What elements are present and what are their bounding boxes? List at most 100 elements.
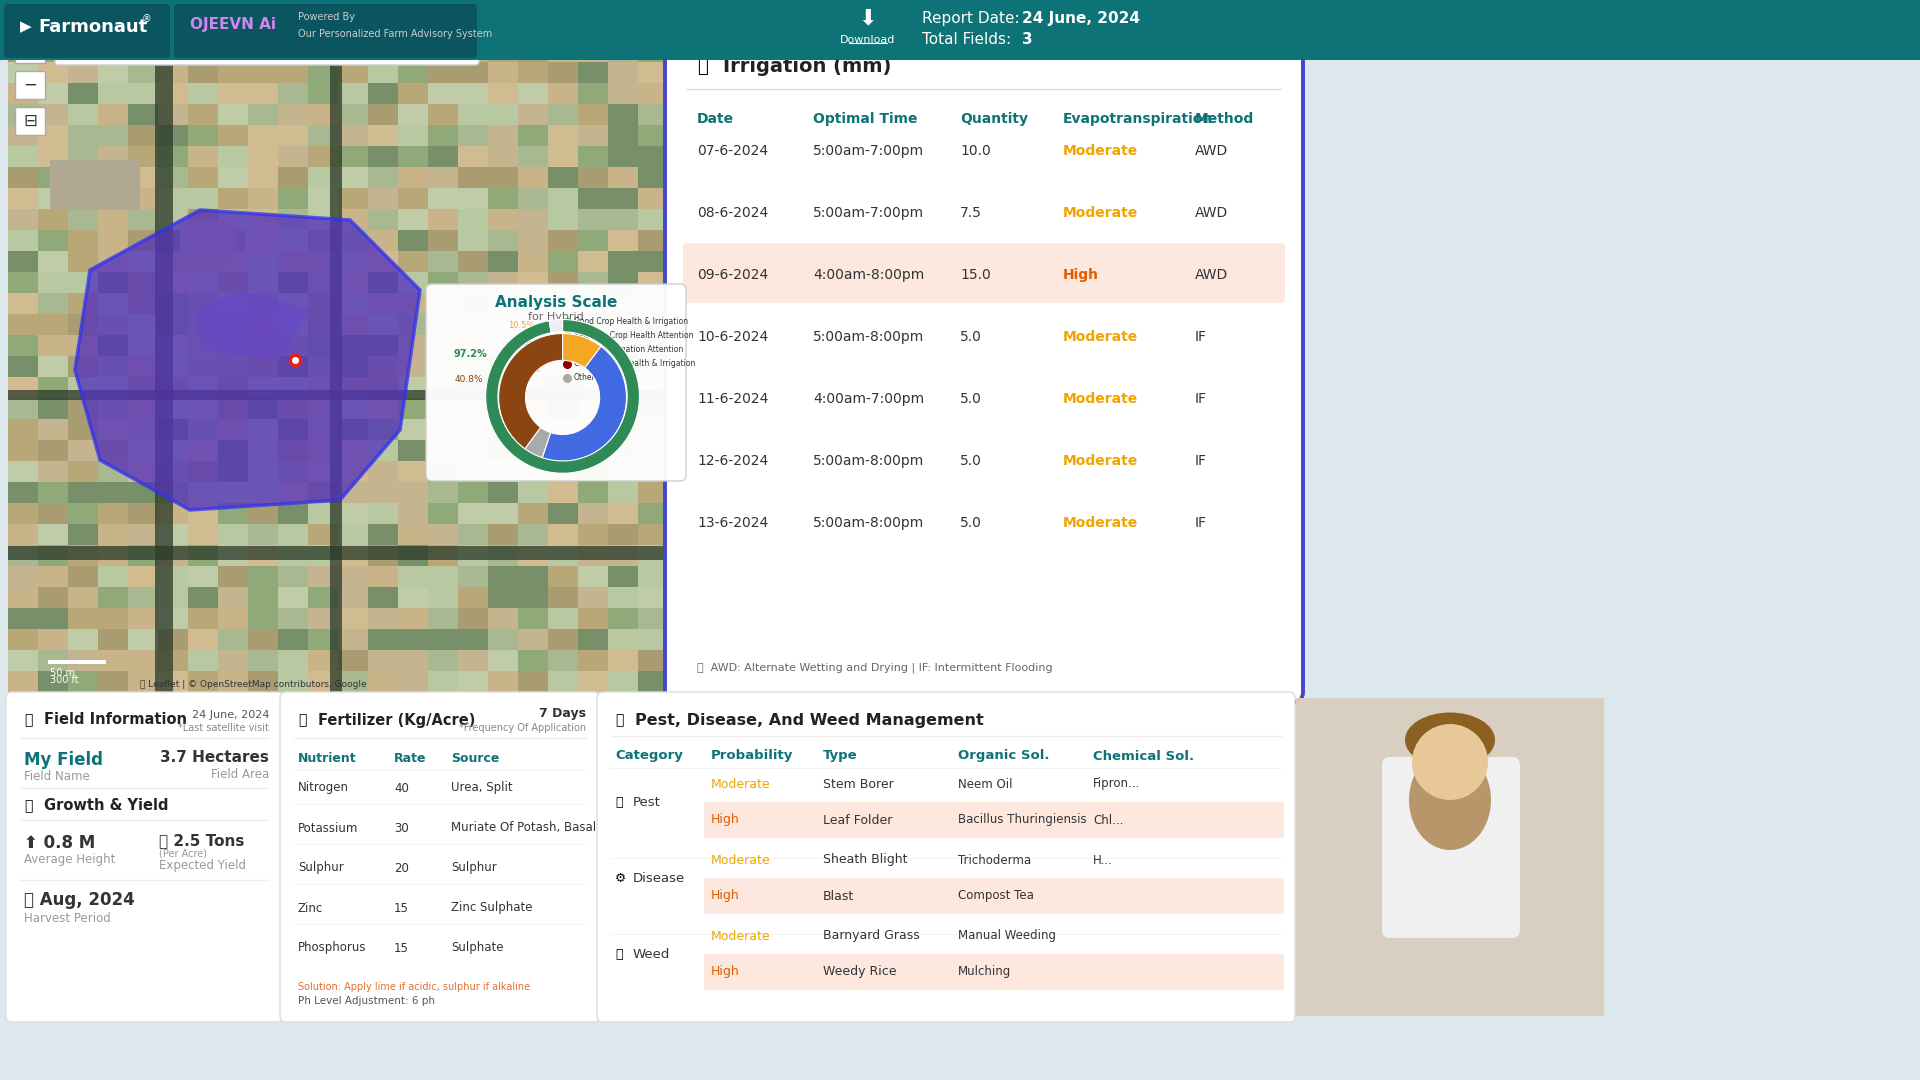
Bar xyxy=(129,377,157,399)
Bar xyxy=(98,314,129,335)
Bar xyxy=(8,390,670,400)
Bar xyxy=(98,104,129,125)
Bar xyxy=(248,419,278,440)
Bar xyxy=(338,167,369,188)
Bar xyxy=(369,104,397,125)
Bar xyxy=(369,545,397,566)
Bar xyxy=(578,83,609,104)
Bar xyxy=(459,461,488,482)
Bar xyxy=(129,650,157,671)
Bar xyxy=(248,251,278,272)
Bar xyxy=(547,440,578,461)
Bar xyxy=(157,41,188,62)
Bar xyxy=(518,545,547,566)
Bar xyxy=(369,146,397,167)
Bar xyxy=(578,545,609,566)
Bar xyxy=(397,125,428,146)
Bar xyxy=(547,251,578,272)
Bar xyxy=(38,356,67,377)
Bar xyxy=(397,251,428,272)
Bar xyxy=(488,314,518,335)
Bar xyxy=(578,188,609,210)
Bar xyxy=(459,503,488,524)
Bar xyxy=(248,230,278,251)
Text: Compost Tea: Compost Tea xyxy=(958,890,1033,903)
Text: 13-6-2024: 13-6-2024 xyxy=(697,516,768,530)
Bar xyxy=(219,608,248,629)
Bar xyxy=(459,125,488,146)
Bar xyxy=(38,545,67,566)
Bar xyxy=(578,608,609,629)
Bar xyxy=(369,482,397,503)
Bar xyxy=(338,671,369,692)
FancyBboxPatch shape xyxy=(56,27,478,65)
Bar xyxy=(219,146,248,167)
Bar xyxy=(428,104,459,125)
Bar xyxy=(8,167,38,188)
Text: 11-6-2024: 11-6-2024 xyxy=(697,392,768,406)
Bar xyxy=(637,482,668,503)
Text: Muriate Of Potash, Basal: Muriate Of Potash, Basal xyxy=(451,822,595,835)
Bar xyxy=(219,671,248,692)
FancyBboxPatch shape xyxy=(15,35,44,63)
Bar xyxy=(459,230,488,251)
Bar xyxy=(157,588,188,608)
Bar xyxy=(578,125,609,146)
Bar xyxy=(488,524,518,545)
Text: Moderate: Moderate xyxy=(1064,516,1139,530)
Bar xyxy=(307,104,338,125)
Bar xyxy=(338,314,369,335)
Bar xyxy=(397,167,428,188)
Bar xyxy=(397,293,428,314)
Bar xyxy=(157,314,188,335)
Bar xyxy=(8,482,38,503)
Bar xyxy=(129,293,157,314)
Text: Other: Other xyxy=(522,367,541,373)
Bar xyxy=(67,566,98,588)
Bar xyxy=(609,230,637,251)
Bar xyxy=(38,399,67,419)
Bar xyxy=(459,83,488,104)
Text: Potassium: Potassium xyxy=(298,822,359,835)
Bar xyxy=(547,293,578,314)
Bar xyxy=(609,440,637,461)
Bar xyxy=(518,125,547,146)
Bar xyxy=(307,230,338,251)
Bar xyxy=(67,188,98,210)
Text: 5.0: 5.0 xyxy=(960,516,981,530)
Text: 08-6-2024: 08-6-2024 xyxy=(697,206,768,220)
Bar xyxy=(8,125,38,146)
Bar xyxy=(278,461,307,482)
Bar xyxy=(307,608,338,629)
FancyBboxPatch shape xyxy=(8,698,1912,1020)
Bar xyxy=(67,650,98,671)
Bar xyxy=(129,671,157,692)
Bar xyxy=(459,314,488,335)
Bar xyxy=(180,220,234,260)
Bar xyxy=(459,104,488,125)
Bar xyxy=(129,210,157,230)
Text: Weedy Rice: Weedy Rice xyxy=(824,966,897,978)
Bar xyxy=(609,210,637,230)
Polygon shape xyxy=(196,291,309,360)
Bar xyxy=(578,650,609,671)
Bar xyxy=(459,335,488,356)
Bar xyxy=(98,251,129,272)
FancyBboxPatch shape xyxy=(15,71,44,99)
Bar xyxy=(307,125,338,146)
Text: Blast: Blast xyxy=(824,890,854,903)
Bar xyxy=(248,608,278,629)
Text: Moderate: Moderate xyxy=(1064,206,1139,220)
Bar xyxy=(307,21,338,41)
Bar xyxy=(307,629,338,650)
Bar xyxy=(278,314,307,335)
Text: 📅 Aug, 2024: 📅 Aug, 2024 xyxy=(23,891,134,909)
Bar xyxy=(38,83,67,104)
Bar xyxy=(488,650,518,671)
Bar xyxy=(609,629,637,650)
Bar xyxy=(278,167,307,188)
Ellipse shape xyxy=(1405,713,1496,768)
Text: Stem Borer: Stem Borer xyxy=(824,778,893,791)
Bar xyxy=(459,482,488,503)
Bar xyxy=(278,399,307,419)
